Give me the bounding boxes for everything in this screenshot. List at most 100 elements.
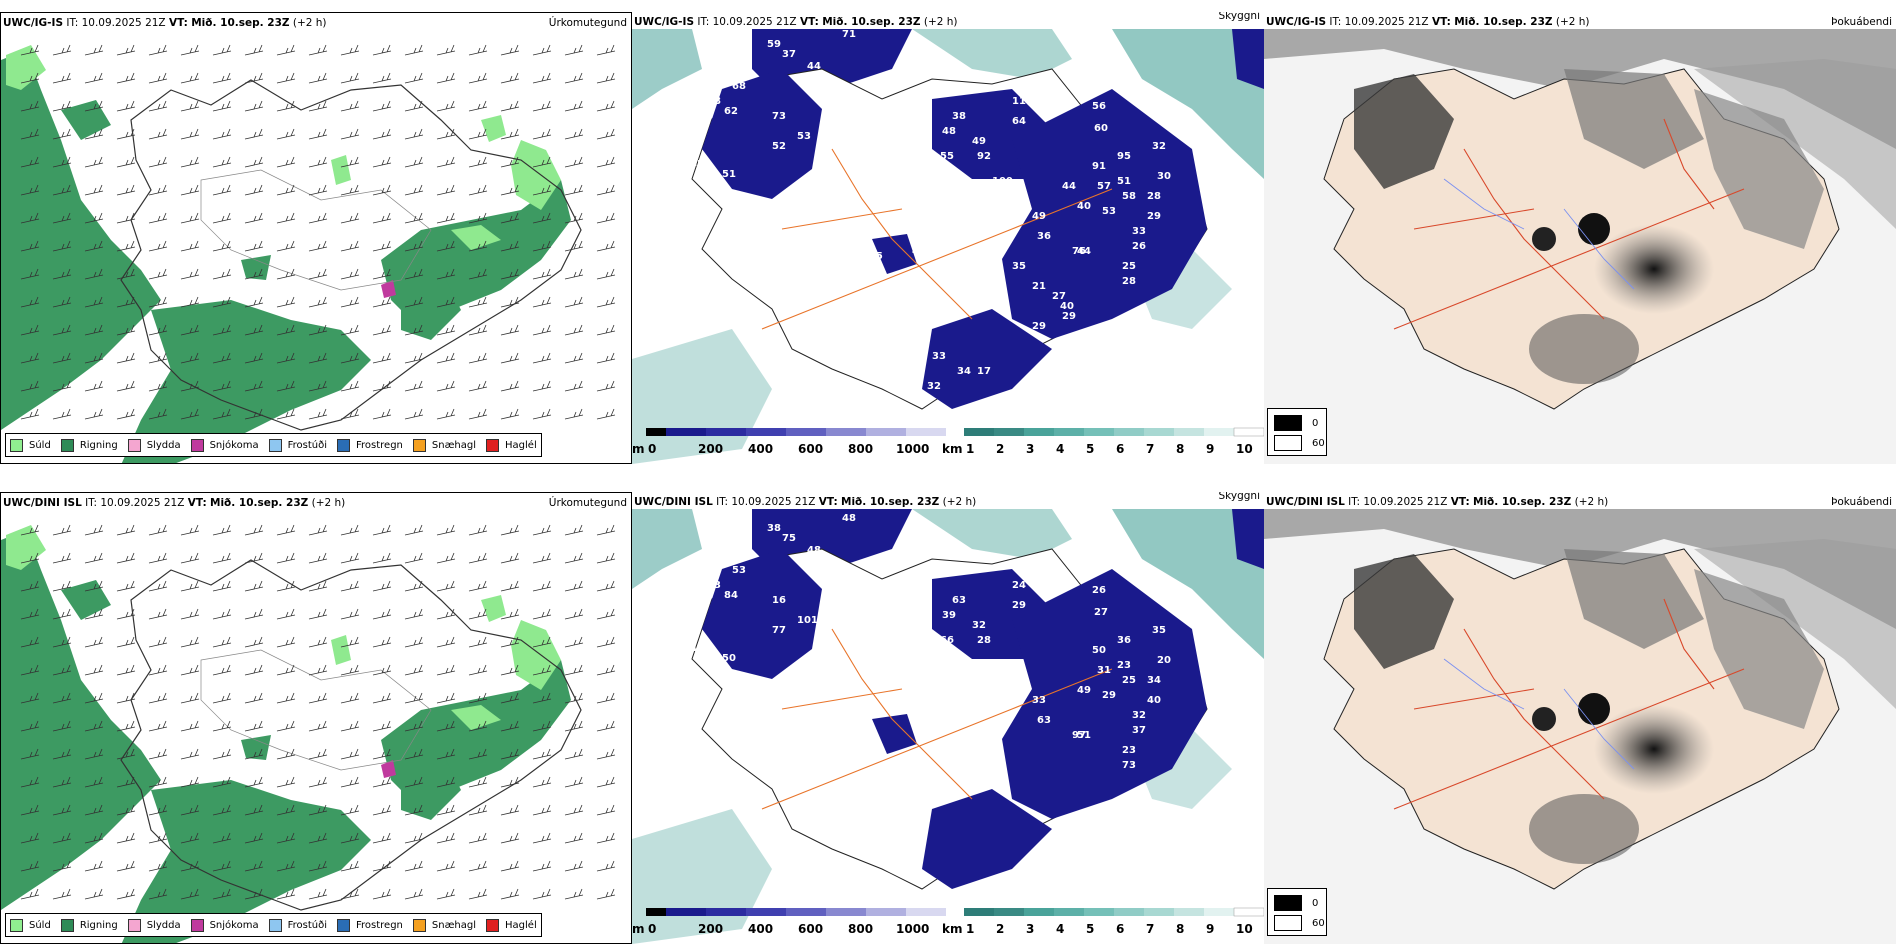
header-lead: (+2 h): [1555, 16, 1590, 28]
ceiling-tick: 0: [648, 922, 657, 936]
wind-barb: [404, 720, 424, 732]
wind-barb: [276, 212, 296, 224]
wind-barb: [372, 888, 392, 900]
wind-barb: [84, 184, 104, 196]
wind-barb: [276, 524, 296, 536]
visibility-value-label: 101: [832, 231, 853, 242]
wind-barb: [180, 240, 200, 252]
ceiling-tick: 400: [748, 922, 774, 936]
visibility-value-label: 76: [1072, 246, 1086, 257]
visibility-value-label: 23: [1117, 660, 1131, 671]
wind-barb: [84, 580, 104, 592]
visibility-value-label: 47: [897, 111, 911, 122]
wind-barb: [500, 408, 520, 420]
wind-barb: [20, 720, 40, 732]
wind-barb: [532, 380, 552, 392]
fog-legend-max: 60: [1312, 437, 1325, 449]
visibility-value-label: 28: [1122, 276, 1136, 287]
wind-barb: [436, 100, 456, 112]
wind-barb: [212, 636, 232, 648]
visibility-value-label: 59: [767, 39, 781, 50]
wind-barb: [20, 156, 40, 168]
wind-barb: [340, 72, 360, 84]
header-model: UWC/DINI ISL: [634, 496, 713, 508]
visibility-value-label: 56: [1092, 101, 1106, 112]
wind-barb: [436, 184, 456, 196]
visibility-value-label: 45: [690, 159, 704, 170]
wind-barb: [564, 692, 584, 704]
wind-barb: [212, 352, 232, 364]
legend-item: Snjókoma: [190, 438, 259, 452]
visibility-value-label: 32: [1152, 141, 1166, 152]
legend-label: Frostúði: [287, 919, 327, 931]
wind-barb: [244, 776, 264, 788]
header-vt-label: VT:: [187, 497, 207, 509]
panel-title: Úrkomutegund: [548, 17, 627, 29]
wind-barb: [340, 860, 360, 872]
wind-barb: [340, 748, 360, 760]
wind-barb: [148, 748, 168, 760]
wind-barb: [596, 296, 616, 308]
wind-barb: [148, 156, 168, 168]
wind-barb: [404, 408, 424, 420]
wind-barb: [20, 240, 40, 252]
wind-barb: [596, 44, 616, 56]
visibility-value-label: 35: [1012, 261, 1026, 272]
wind-barb: [532, 408, 552, 420]
wind-barb: [52, 720, 72, 732]
wind-barb: [564, 380, 584, 392]
wind-barb: [468, 352, 488, 364]
wind-barb: [596, 156, 616, 168]
wind-barb: [84, 380, 104, 392]
wind-barb: [244, 156, 264, 168]
wind-barb: [180, 804, 200, 816]
visibility-value-label: 34: [957, 366, 971, 377]
wind-barb: [148, 324, 168, 336]
wind-barb: [404, 380, 424, 392]
wind-barb: [212, 692, 232, 704]
wind-barb: [52, 608, 72, 620]
wind-barb: [500, 380, 520, 392]
wind-barb: [276, 128, 296, 140]
wind-barb: [532, 860, 552, 872]
wind-barb: [308, 44, 328, 56]
wind-barb: [212, 324, 232, 336]
wind-barb: [52, 664, 72, 676]
visibility-tick: 7: [1146, 442, 1155, 456]
wind-barb: [52, 324, 72, 336]
wind-barb: [436, 524, 456, 536]
wind-barb: [308, 636, 328, 648]
wind-barb: [532, 240, 552, 252]
visibility-tick: 1: [966, 922, 975, 936]
wind-barb: [340, 804, 360, 816]
wind-barb: [244, 552, 264, 564]
wind-barb: [468, 692, 488, 704]
visibility-value-label: 39: [942, 610, 956, 621]
wind-barb: [212, 580, 232, 592]
visibility-tick: 4: [1056, 442, 1065, 456]
visibility-value-label: 62: [724, 106, 738, 117]
visibility-value-label: 48: [807, 545, 821, 556]
visibility-tick: 4: [1056, 922, 1065, 936]
wind-barb: [564, 100, 584, 112]
wind-barb: [500, 804, 520, 816]
wind-barb: [244, 664, 264, 676]
legend-label: Haglél: [505, 919, 537, 931]
visibility-value-label: 101: [797, 615, 818, 626]
visibility-value-label: 105: [862, 251, 883, 262]
visibility-value-label: 44: [807, 61, 821, 72]
visibility-value-label: 28: [1147, 191, 1161, 202]
wind-barb: [148, 268, 168, 280]
wind-barb: [404, 44, 424, 56]
visibility-tick: 7: [1146, 922, 1155, 936]
legend-label: Rigning: [79, 439, 118, 451]
wind-barb: [116, 804, 136, 816]
header-vt-value: Mið. 10.sep. 23Z: [191, 17, 290, 29]
visibility-tick: 8: [1176, 442, 1185, 456]
wind-barb: [596, 692, 616, 704]
visibility-value-label: 33: [1032, 695, 1046, 706]
wind-barb: [404, 128, 424, 140]
wind-barb: [84, 128, 104, 140]
wind-barb: [116, 352, 136, 364]
wind-barb: [340, 184, 360, 196]
